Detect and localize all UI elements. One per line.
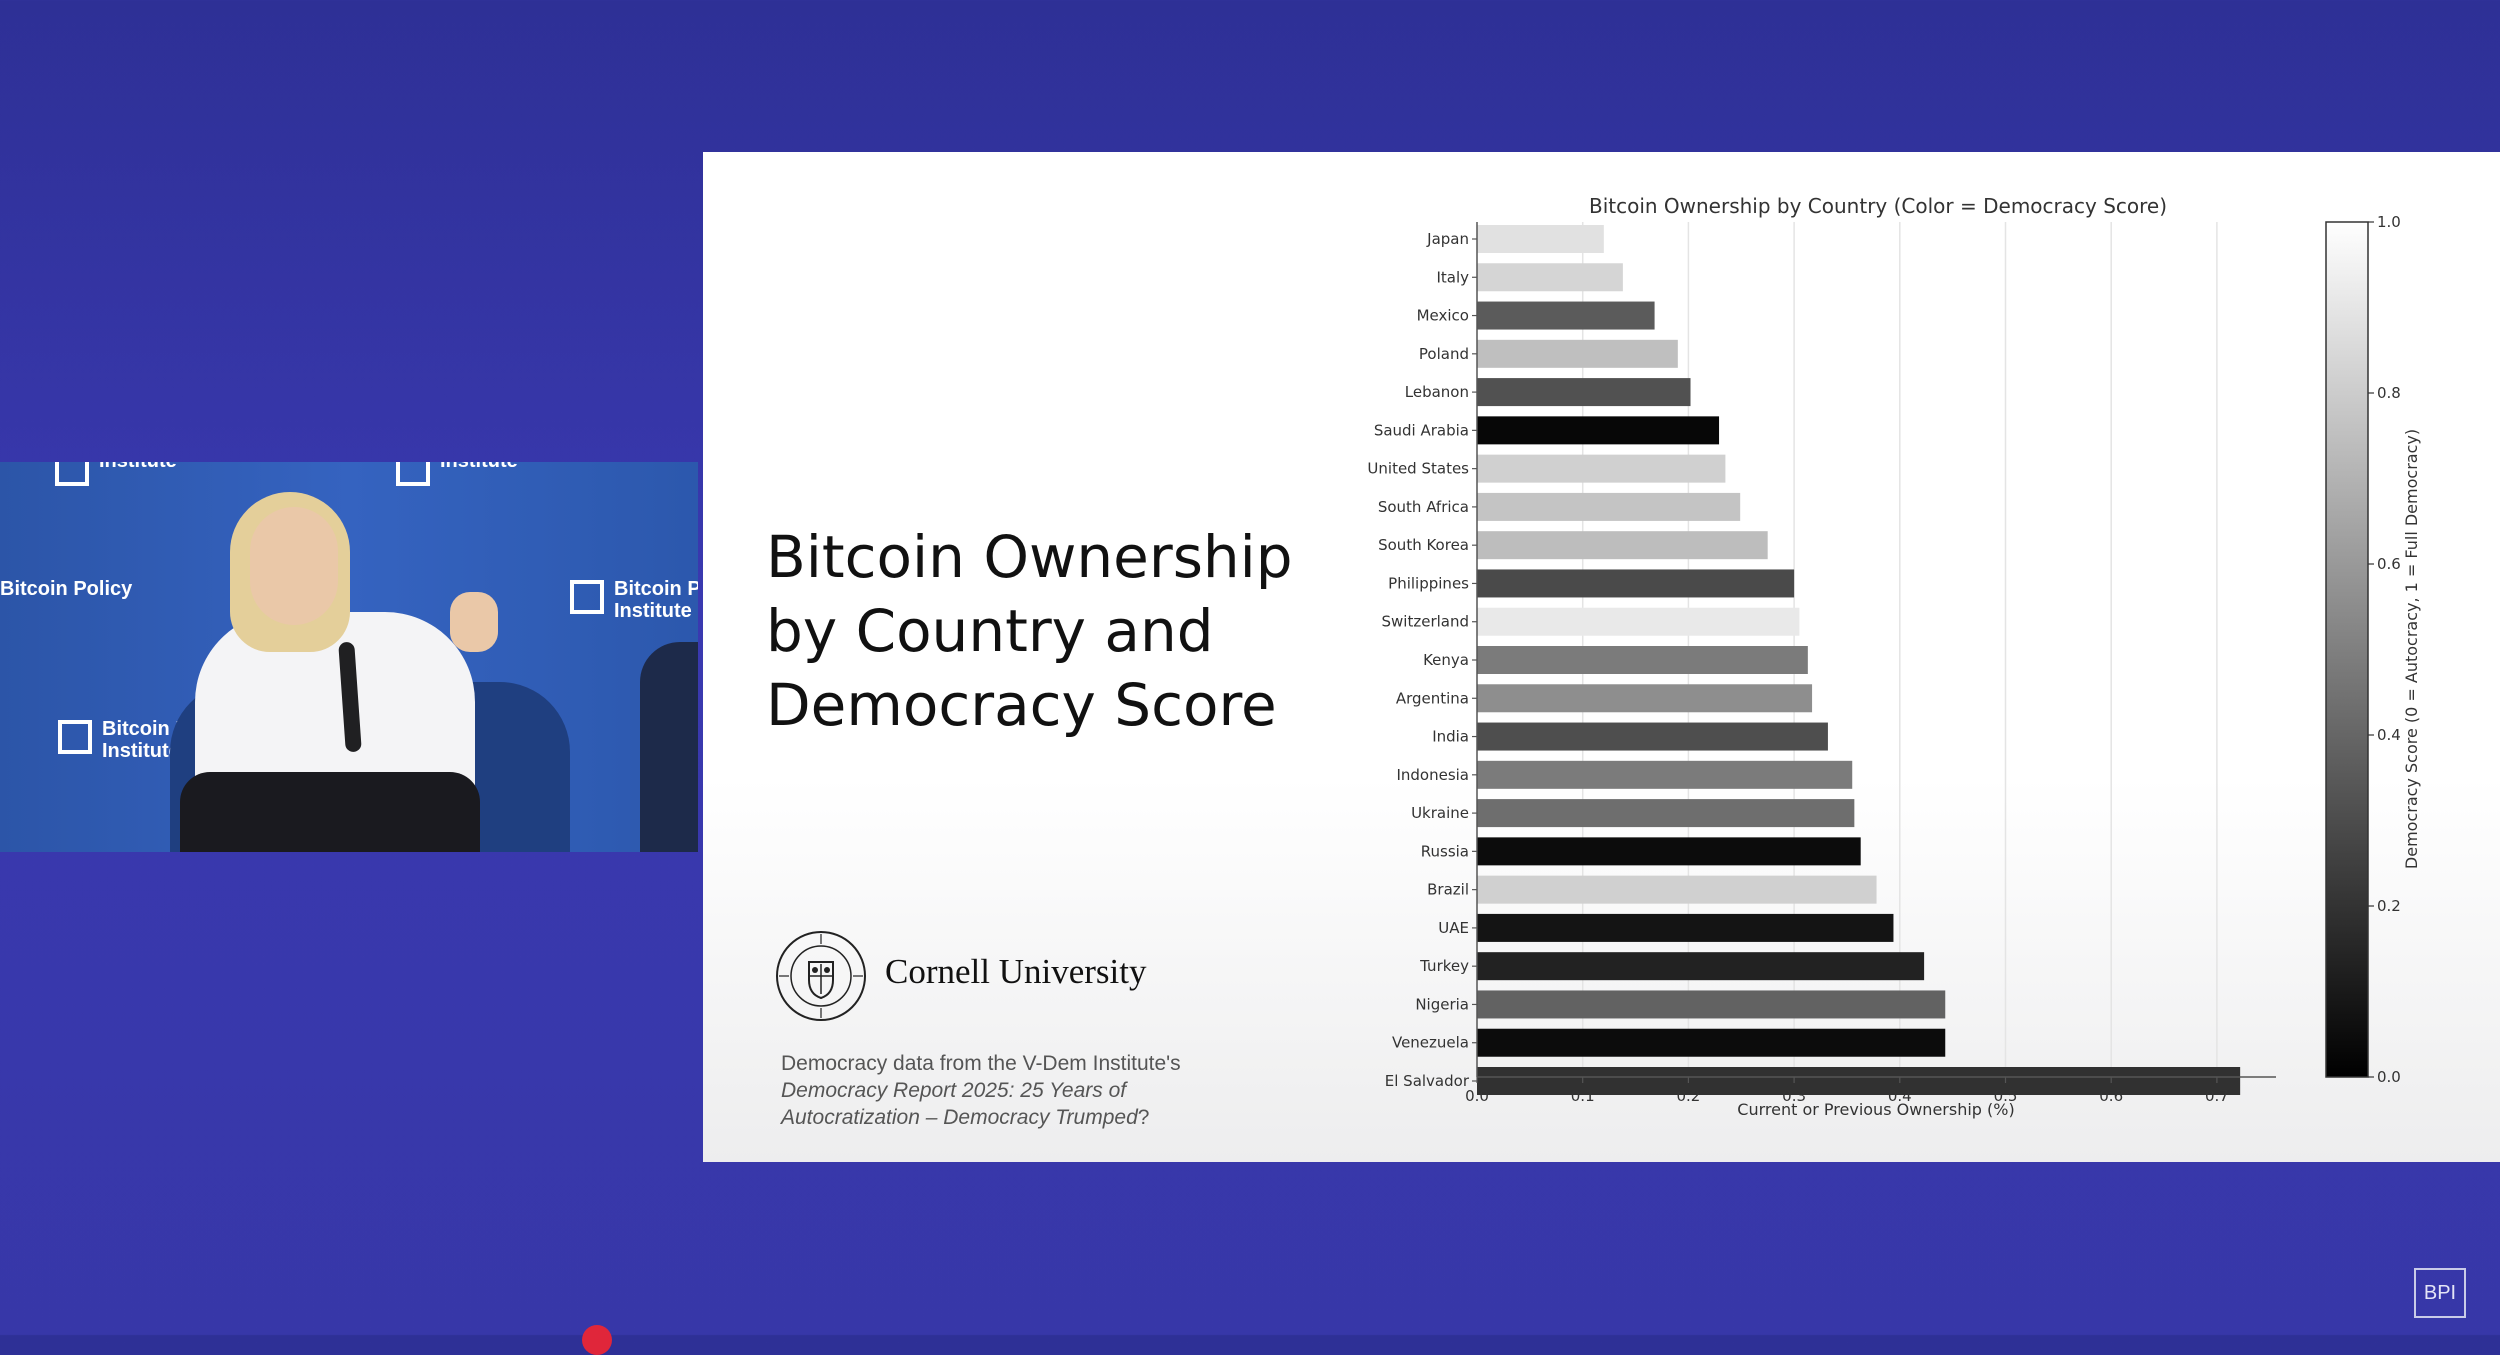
y-tick-label: Lebanon (1405, 383, 1469, 401)
bar-italy (1477, 263, 1623, 292)
y-tick-label: United States (1367, 460, 1469, 478)
y-tick-label: Saudi Arabia (1374, 421, 1469, 439)
y-tick-label: Kenya (1423, 651, 1469, 669)
bar-saudi-arabia (1477, 416, 1720, 445)
y-tick-label: Italy (1436, 268, 1469, 286)
slide-title-line: Democracy Score (766, 671, 1277, 739)
record-indicator-icon (582, 1325, 612, 1355)
bar-russia (1477, 837, 1861, 866)
y-tick-label: Japan (1426, 230, 1469, 248)
y-tick-label: India (1432, 728, 1469, 746)
bar-united-states (1477, 454, 1726, 483)
bar-turkey (1477, 952, 1925, 981)
colorbar-tick-label: 0.4 (2377, 726, 2401, 744)
x-tick-label: 0.0 (1465, 1087, 1489, 1105)
bar-nigeria (1477, 990, 1946, 1019)
bar-mexico (1477, 301, 1655, 330)
bar-chart: Bitcoin Ownership by Country (Color = De… (1367, 194, 2421, 1119)
colorbar-label: Democracy Score (0 = Autocracy, 1 = Full… (2402, 429, 2421, 869)
y-tick-label: Ukraine (1411, 804, 1469, 822)
speaker-hand (450, 592, 498, 652)
y-tick-label: Switzerland (1382, 613, 1470, 631)
bar-venezuela (1477, 1028, 1946, 1057)
bar-brazil (1477, 875, 1877, 904)
colorbar-tick-label: 0.2 (2377, 897, 2401, 915)
slide-title-line: Bitcoin Ownership (766, 523, 1293, 591)
x-tick-label: 0.2 (1676, 1087, 1700, 1105)
side-person (640, 642, 698, 852)
slide-title: Bitcoin Ownership by Country and Democra… (766, 520, 1366, 742)
bar-south-africa (1477, 492, 1741, 521)
chart-title: Bitcoin Ownership by Country (Color = De… (1589, 194, 2167, 218)
bar-poland (1477, 339, 1678, 368)
bar-india (1477, 722, 1828, 751)
cornell-seal-icon (776, 931, 866, 1021)
bar-philippines (1477, 569, 1795, 598)
bpi-logo: BPI (2414, 1268, 2466, 1318)
y-tick-label: Indonesia (1396, 766, 1469, 784)
x-tick-label: 0.7 (2205, 1087, 2229, 1105)
y-tick-label: Mexico (1417, 307, 1469, 325)
x-tick-label: 0.5 (1994, 1087, 2018, 1105)
y-tick-label: South Korea (1378, 536, 1469, 554)
speaker-face (250, 507, 338, 625)
y-tick-label: Brazil (1427, 881, 1469, 899)
colorbar-tick-label: 1.0 (2377, 213, 2401, 231)
x-tick-label: 0.3 (1782, 1087, 1806, 1105)
bar-japan (1477, 225, 1604, 253)
slide-title-line: by Country and (766, 597, 1214, 665)
speaker-legs (180, 772, 480, 852)
colorbar-tick-label: 0.8 (2377, 384, 2401, 402)
bar-lebanon (1477, 378, 1691, 407)
bar-kenya (1477, 646, 1808, 674)
x-tick-label: 0.6 (2099, 1087, 2123, 1105)
colorbar (2325, 221, 2369, 1078)
y-tick-label: Argentina (1396, 689, 1469, 707)
bar-ukraine (1477, 799, 1855, 828)
bar-indonesia (1477, 760, 1853, 789)
y-tick-label: Russia (1421, 842, 1469, 860)
source-note: Democracy data from the V-Dem Institute'… (781, 1052, 1181, 1129)
x-axis-label: Current or Previous Ownership (%) (1737, 1100, 2014, 1119)
y-tick-label: South Africa (1378, 498, 1469, 516)
university-name: Cornell University (885, 952, 1147, 991)
x-tick-label: 0.4 (1888, 1087, 1912, 1105)
bar-argentina (1477, 684, 1813, 713)
bar-switzerland (1477, 607, 1800, 636)
y-tick-label: Poland (1419, 345, 1469, 363)
y-tick-label: Turkey (1419, 957, 1469, 975)
y-tick-label: Philippines (1388, 574, 1469, 592)
y-tick-label: Nigeria (1415, 995, 1469, 1013)
y-tick-label: El Salvador (1385, 1072, 1470, 1090)
bar-uae (1477, 913, 1894, 942)
x-tick-label: 0.1 (1571, 1087, 1595, 1105)
y-tick-label: Venezuela (1392, 1034, 1469, 1052)
colorbar-tick-label: 0.6 (2377, 555, 2401, 573)
y-tick-label: UAE (1438, 919, 1469, 937)
bar-south-korea (1477, 531, 1768, 560)
presentation-slide: Bitcoin Ownership by Country and Democra… (703, 152, 2500, 1162)
speaker-video: Institute Institute Bitcoin Policy Bitco… (0, 462, 698, 852)
bar-el-salvador (1477, 1067, 2241, 1095)
colorbar-tick-label: 0.0 (2377, 1068, 2401, 1086)
